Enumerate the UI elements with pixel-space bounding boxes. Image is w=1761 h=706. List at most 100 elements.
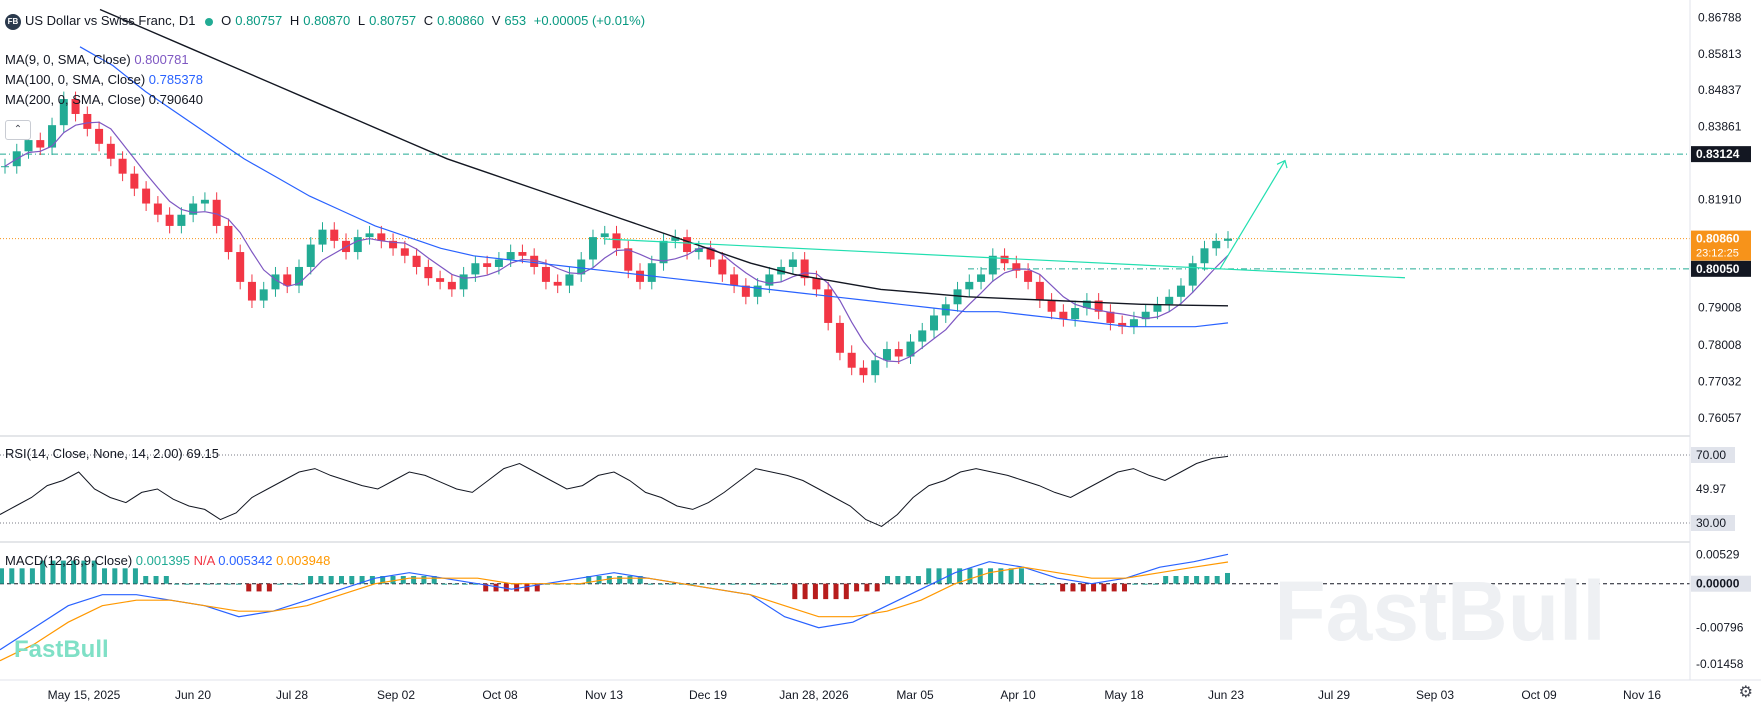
price-tag [1691, 260, 1751, 277]
macd-histogram-bar [812, 583, 818, 600]
change-value: +0.00005 (+0.01%) [533, 13, 646, 28]
x-tick-label: May 15, 2025 [48, 688, 121, 702]
candle-body [1118, 322, 1127, 327]
macd-histogram-bar [442, 583, 448, 585]
macd-pane [0, 553, 1690, 662]
countdown-label: 23:12:25 [1696, 248, 1739, 260]
macd-tick-label: -0.00796 [1696, 621, 1744, 635]
macd-histogram-bar [328, 576, 334, 584]
candle-body [930, 315, 939, 331]
collapse-legend-button[interactable]: ⌃ [5, 120, 31, 140]
macd-histogram-bar [926, 568, 932, 584]
candle-body [424, 266, 433, 279]
macd-histogram-bar [421, 576, 427, 584]
candle-body [683, 237, 692, 253]
candle-body [588, 237, 597, 260]
candle-body [471, 263, 480, 275]
rsi-tick-label: 30.00 [1696, 516, 1726, 530]
candle-body [612, 233, 621, 249]
macd-histogram-bar [905, 576, 911, 584]
chart-title[interactable]: US Dollar vs Swiss Franc, D1 [25, 13, 196, 28]
candle-body [859, 367, 868, 376]
macd-histogram-bar [122, 568, 128, 584]
price-tick-label: 0.81910 [1698, 192, 1742, 206]
candle-body [847, 352, 856, 368]
macd-histogram-bar [586, 576, 592, 584]
ma9-value: 0.800781 [134, 52, 189, 67]
price-tag [1691, 230, 1751, 261]
macd-histogram-bar [668, 583, 674, 585]
candle-body [483, 263, 492, 267]
ma200-legend[interactable]: MA(200, 0, SMA, Close) 0.790640 [5, 92, 203, 107]
macd-histogram-bar [771, 583, 777, 585]
price-tick-label: 0.78008 [1698, 338, 1742, 352]
x-tick-label: Dec 19 [689, 688, 727, 702]
price-tick-label: 0.86788 [1698, 10, 1742, 24]
candle-body [36, 140, 45, 148]
macd-tick-label: 0.00000 [1696, 577, 1740, 591]
candle-body [1224, 238, 1232, 241]
candle-body [165, 214, 174, 226]
price-tag [1691, 146, 1751, 163]
macd-histogram-bar [1049, 583, 1055, 585]
candle-body [1071, 308, 1080, 320]
macd-histogram-bar [1163, 576, 1169, 584]
macd-histogram-bar [380, 576, 386, 584]
rsi-legend[interactable]: RSI(14, Close, None, 14, 2.00) 69.15 [5, 446, 219, 461]
candle-body [600, 233, 609, 238]
x-tick-label: Mar 05 [896, 688, 934, 702]
macd-histogram-bar [792, 583, 798, 600]
ma100-line [79, 46, 1229, 328]
macd-histogram-bar [132, 568, 138, 584]
ma9-legend[interactable]: MA(9, 0, SMA, Close) 0.800781 [5, 52, 189, 67]
candle-body [212, 199, 221, 226]
macd-histogram-bar [390, 576, 396, 584]
candle-body [436, 278, 445, 282]
macd-histogram-bar [524, 583, 530, 592]
macd-histogram-bar [751, 583, 757, 585]
gear-icon[interactable]: ⚙ [1738, 684, 1753, 701]
x-tick-label: Jun 23 [1208, 688, 1244, 702]
candle-body [988, 255, 997, 275]
macd-histogram-bar [71, 560, 77, 584]
macd-histogram-bar [998, 568, 1004, 584]
macd-histogram-bar [854, 583, 860, 592]
macd-histogram-bar [761, 583, 767, 585]
rsi-band-tag [1691, 515, 1735, 531]
macd-histogram-bar [277, 583, 283, 585]
candle-body [918, 330, 927, 342]
candle-body [647, 263, 656, 282]
candle-body [189, 203, 198, 215]
candle-body [730, 274, 739, 286]
macd-histogram-bar [29, 568, 35, 584]
ma100-legend[interactable]: MA(100, 0, SMA, Close) 0.785378 [5, 72, 203, 87]
candle-body [259, 289, 268, 301]
candle-body [800, 259, 809, 279]
macd-histogram-bar [143, 576, 149, 584]
macd-histogram-bar [359, 576, 365, 584]
candle-body [365, 233, 374, 238]
candle-body [142, 188, 151, 204]
ma200-line [99, 8, 1229, 307]
macd-zero-tag [1691, 575, 1751, 592]
macd-histogram-bar [0, 568, 4, 584]
macd-histogram-bar [1060, 583, 1066, 592]
rsi-value: 69.15 [186, 446, 219, 461]
macd-histogram-bar [246, 583, 252, 592]
macd-histogram-bar [400, 576, 406, 584]
rsi-line [0, 455, 1229, 527]
candle-body [1200, 248, 1209, 264]
candle-body [1012, 263, 1021, 271]
x-tick-label: Nov 13 [585, 688, 623, 702]
candle-body [835, 322, 844, 353]
macd-histogram-bar [112, 568, 118, 584]
macd-histogram-bar [658, 583, 664, 585]
candle-body [1188, 263, 1197, 286]
candle-body [1165, 296, 1174, 305]
macd-legend[interactable]: MACD(12,26,9,Close) 0.001395 N/A 0.00534… [5, 553, 330, 568]
candle-body [1035, 281, 1044, 301]
macd-histogram-bar [1173, 576, 1179, 584]
chevron-up-icon: ⌃ [13, 124, 23, 135]
macd-histogram-bar [864, 583, 870, 592]
